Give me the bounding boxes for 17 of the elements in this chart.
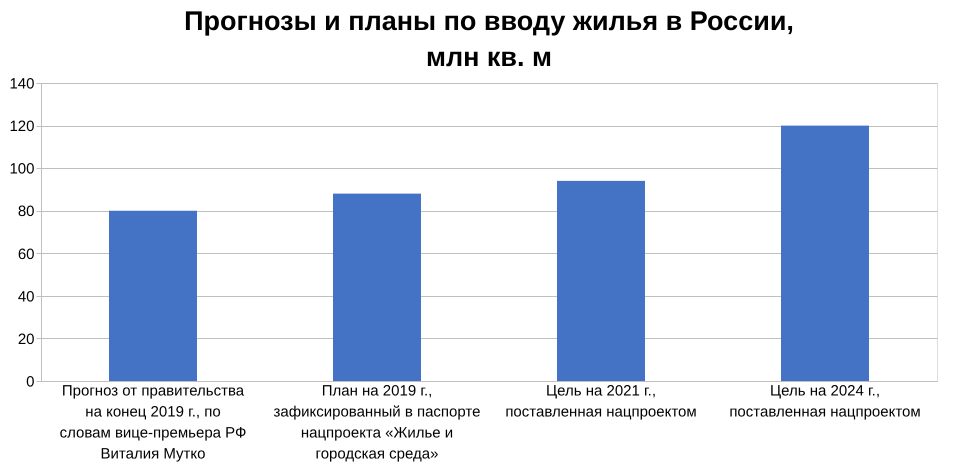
bar — [557, 180, 645, 381]
y-tick-label: 60 — [18, 246, 34, 263]
bar — [781, 126, 869, 381]
x-tick-label: Прогноз от правительства на конец 2019 г., по словам вице-премьера РФ Виталия Мутко — [60, 382, 246, 462]
y-tick-label: 0 — [26, 374, 34, 390]
x-tick-label: План на 2019 г., зафиксированный в паспорте нацпроекта «Жилье и городская среда» — [274, 382, 480, 462]
y-tick-label: 40 — [18, 288, 34, 306]
bar — [109, 210, 197, 381]
x-tick-label: Цель на 2021 г., поставленная нацпроектом — [505, 382, 697, 420]
x-tick-label: Цель на 2024 г., поставленная нацпроектом — [729, 382, 921, 420]
chart-title: Прогнозы и планы по вводу жилья в России, млн кв. м — [184, 6, 794, 72]
y-tick-label: 140 — [9, 76, 34, 92]
y-tick-label: 80 — [18, 203, 34, 220]
y-tick-label: 20 — [18, 330, 34, 348]
y-tick-label: 100 — [9, 160, 34, 178]
y-tick-label: 120 — [9, 118, 34, 136]
bar — [333, 194, 421, 381]
